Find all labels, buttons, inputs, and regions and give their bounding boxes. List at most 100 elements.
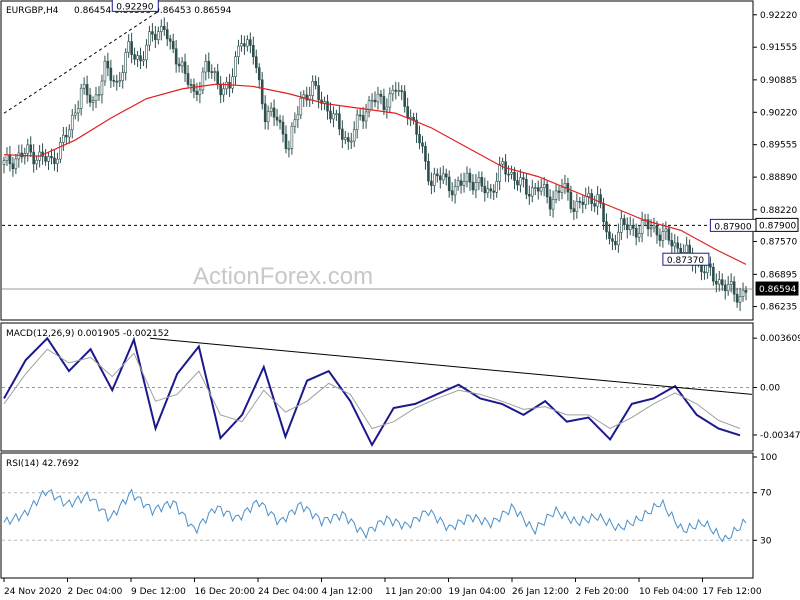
candle-body bbox=[154, 33, 157, 41]
axis-layer: 0.92220 0.91555 0.90885 0.90220 0.89555 0.888… bbox=[3, 11, 800, 597]
candle-body bbox=[157, 31, 160, 41]
main-ytick-label: 0.87570 bbox=[760, 237, 797, 247]
x-tick-label: 2 Dec 04:00 bbox=[68, 587, 123, 597]
candle-body bbox=[275, 116, 279, 121]
candle-body bbox=[468, 172, 472, 183]
candle-body bbox=[112, 80, 116, 82]
candle-body bbox=[403, 91, 406, 107]
candle-body bbox=[177, 63, 181, 67]
candle-body bbox=[563, 183, 567, 188]
candle-body bbox=[82, 84, 86, 89]
candle-body bbox=[290, 125, 294, 149]
candle-body bbox=[726, 284, 730, 292]
candle-body bbox=[165, 29, 169, 40]
candle-body bbox=[272, 107, 276, 118]
candle-body bbox=[658, 234, 662, 241]
level-axis-box bbox=[755, 217, 799, 232]
main-ytick-label: 0.90885 bbox=[760, 76, 797, 86]
candle-body bbox=[198, 89, 202, 95]
candle-body bbox=[373, 99, 377, 103]
x-tick-label: 9 Dec 12:00 bbox=[131, 587, 186, 597]
macd-label: MACD(12,26,9) 0.001905 -0.002152 bbox=[6, 329, 169, 339]
candle-body bbox=[605, 221, 608, 233]
candle-body bbox=[617, 231, 620, 246]
candle-body bbox=[688, 244, 691, 255]
candle-body bbox=[222, 88, 225, 96]
candle-body bbox=[299, 98, 303, 116]
candle-body bbox=[249, 39, 252, 46]
candle-body bbox=[554, 190, 558, 200]
candle-body bbox=[160, 25, 163, 32]
candle-body bbox=[513, 171, 516, 181]
candle-body bbox=[492, 190, 496, 193]
x-tick-label: 4 Jan 12:00 bbox=[322, 587, 374, 597]
main-ytick-label: 0.88890 bbox=[760, 173, 797, 183]
level-axis-label: 0.87900 bbox=[759, 221, 796, 231]
candle-body bbox=[171, 40, 175, 50]
candle-body bbox=[257, 67, 261, 81]
rsi-label: RSI(14) 42.7692 bbox=[6, 459, 79, 469]
main-ytick-label: 0.91555 bbox=[760, 43, 797, 53]
candle-body bbox=[106, 60, 110, 69]
candle-body bbox=[661, 231, 665, 241]
candle-body bbox=[293, 119, 297, 127]
candle-body bbox=[587, 193, 590, 197]
candle-body bbox=[685, 244, 688, 253]
candle-body bbox=[599, 194, 602, 204]
candle-body bbox=[29, 144, 33, 153]
candle-body bbox=[409, 116, 412, 119]
candle-body bbox=[489, 188, 493, 192]
candle-body bbox=[62, 134, 65, 143]
candle-body bbox=[729, 281, 733, 285]
main-ytick-label: 0.86235 bbox=[760, 303, 797, 313]
candle-body bbox=[450, 190, 454, 196]
candle-body bbox=[311, 80, 314, 96]
candle-body bbox=[539, 187, 543, 192]
candle-body bbox=[379, 93, 383, 97]
candle-body bbox=[566, 183, 570, 193]
candle-body bbox=[712, 266, 715, 282]
candle-body bbox=[109, 67, 113, 81]
candle-body bbox=[400, 90, 404, 92]
candle-body bbox=[501, 161, 504, 165]
candle-body bbox=[427, 160, 430, 182]
candle-body bbox=[8, 154, 12, 165]
candle-body bbox=[462, 181, 466, 186]
candle-body bbox=[127, 41, 130, 53]
candle-body bbox=[94, 94, 98, 102]
candle-body bbox=[385, 106, 389, 111]
candle-body bbox=[85, 84, 89, 96]
candle-body bbox=[56, 158, 59, 165]
candle-body bbox=[670, 239, 674, 247]
candle-body bbox=[263, 103, 267, 123]
main-ytick-label: 0.89555 bbox=[760, 141, 797, 151]
candle-body bbox=[438, 175, 442, 181]
candle-body bbox=[35, 159, 38, 165]
candle-body bbox=[744, 290, 748, 293]
candle-body bbox=[703, 271, 706, 274]
candle-body bbox=[59, 142, 62, 160]
x-tick-label: 11 Jan 20:00 bbox=[385, 587, 442, 597]
candle-body bbox=[284, 133, 288, 150]
candle-body bbox=[436, 173, 439, 177]
candle-body bbox=[73, 112, 77, 116]
candle-body bbox=[444, 173, 448, 178]
candle-body bbox=[715, 280, 718, 285]
candle-body bbox=[5, 154, 9, 161]
candle-body bbox=[50, 156, 53, 159]
candle-body bbox=[183, 61, 187, 74]
candle-body bbox=[391, 89, 395, 95]
candle-body bbox=[364, 111, 368, 122]
main-pane bbox=[0, 0, 754, 321]
candle-body bbox=[735, 293, 739, 303]
candle-body bbox=[335, 113, 338, 116]
candle-body bbox=[531, 187, 534, 197]
x-tick-label: 24 Nov 2020 bbox=[4, 587, 62, 597]
candle-body bbox=[243, 43, 246, 47]
candle-body bbox=[495, 181, 498, 193]
macd-chart-layer bbox=[2, 336, 753, 448]
candle-body bbox=[118, 80, 122, 83]
candle-body bbox=[584, 196, 588, 205]
candle-body bbox=[219, 84, 222, 96]
